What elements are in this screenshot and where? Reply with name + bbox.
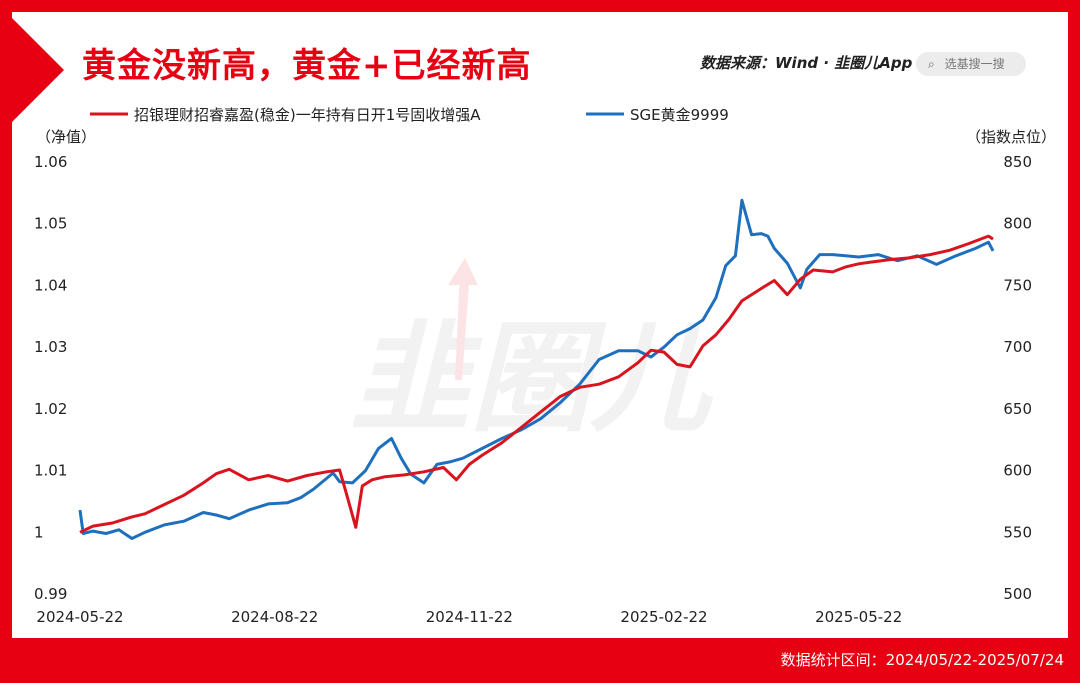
- x-tick-label: 2025-05-22: [815, 608, 902, 626]
- left-axis: 1.06 1.05 1.04 1.03 1.02 1.01 1 0.99: [34, 153, 67, 603]
- x-tick-label: 2024-11-22: [426, 608, 513, 626]
- watermark-logo: 韭圈儿: [350, 258, 714, 449]
- left-tick-label: 1.05: [34, 215, 67, 233]
- right-axis-unit: （指数点位）: [966, 128, 1057, 146]
- data-source-label: 数据来源：Wind · 韭圈儿App: [700, 54, 913, 72]
- legend-label-fund: 招银理财招睿嘉盈(稳金)一年持有日开1号固收增强A: [134, 106, 481, 124]
- chart-card: [12, 12, 1068, 638]
- right-tick-label: 650: [1003, 400, 1032, 418]
- right-tick-label: 700: [1003, 338, 1032, 356]
- x-tick-label: 2024-08-22: [231, 608, 318, 626]
- search-placeholder: 选基搜一搜: [944, 57, 1005, 71]
- series-line-gold: [78, 198, 995, 540]
- search-icon: ⌕: [928, 57, 935, 71]
- right-tick-label: 500: [1003, 585, 1032, 603]
- x-tick-label: 2024-05-22: [36, 608, 123, 626]
- watermark-arrow-head: [448, 258, 478, 285]
- watermark-arrow: [455, 270, 470, 380]
- right-tick-label: 600: [1003, 462, 1032, 480]
- left-tick-label: 1.01: [34, 462, 67, 480]
- watermark-text: 韭圈儿: [350, 310, 714, 449]
- legend-label-gold: SGE黄金9999: [630, 106, 729, 124]
- date-range-footer: 数据统计区间：2024/05/22-2025/07/24: [780, 651, 1064, 669]
- x-tick-label: 2025-02-22: [620, 608, 707, 626]
- right-axis: 850 800 750 700 650 600 550 500: [1003, 153, 1032, 603]
- right-tick-label: 750: [1003, 276, 1032, 294]
- series-line-fund: [79, 234, 994, 534]
- left-tick-label: 1.06: [34, 153, 67, 171]
- series-group: [78, 198, 995, 540]
- left-tick-label: 1: [34, 523, 44, 541]
- left-tick-label: 1.02: [34, 400, 67, 418]
- left-tick-label: 1.03: [34, 338, 67, 356]
- left-tick-label: 1.04: [34, 276, 67, 294]
- right-tick-label: 850: [1003, 153, 1032, 171]
- left-tick-label: 0.99: [34, 585, 67, 603]
- x-axis: 2024-05-22 2024-08-22 2024-11-22 2025-02-22…: [36, 608, 902, 626]
- right-tick-label: 550: [1003, 523, 1032, 541]
- page-title: 黄金没新高，黄金+已经新高: [82, 46, 532, 86]
- search-box[interactable]: ⌕ 选基搜一搜: [916, 52, 1026, 76]
- chart-legend: 招银理财招睿嘉盈(稳金)一年持有日开1号固收增强A SGE黄金9999: [90, 106, 729, 124]
- right-tick-label: 800: [1003, 215, 1032, 233]
- left-axis-unit: （净值）: [36, 128, 97, 146]
